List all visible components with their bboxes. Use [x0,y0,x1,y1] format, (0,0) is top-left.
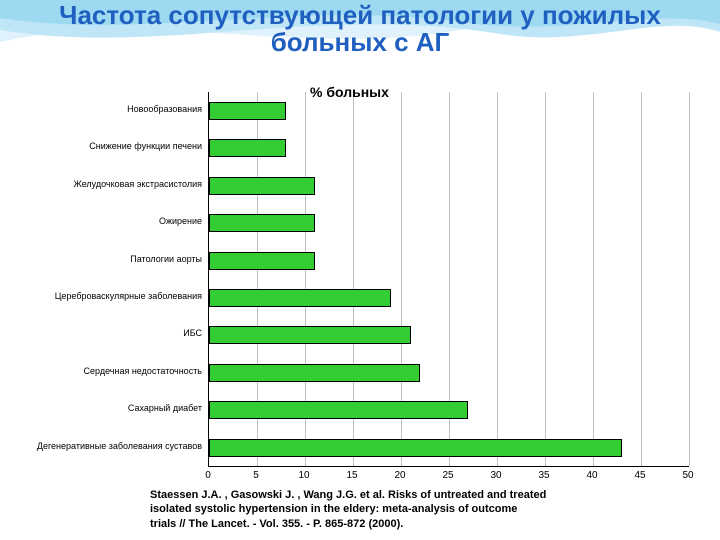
x-tick: 25 [442,470,453,481]
bar [209,177,315,195]
category-label: ИБС [2,329,202,339]
citation-line-3: trials // The Lancet. - Vol. 355. - P. 8… [150,518,403,530]
x-tick: 40 [586,470,597,481]
x-tick: 35 [538,470,549,481]
x-tick: 10 [298,470,309,481]
gridline [641,92,642,466]
category-label: Цереброваскулярные заболевания [2,292,202,302]
category-label: Дегенеративные заболевания суставов [2,442,202,452]
title-line1: Частота сопутствующей патологии у пожилы… [59,0,661,30]
category-label: Новообразования [2,105,202,115]
bar [209,439,622,457]
x-tick: 45 [634,470,645,481]
citation-line-2: isolated systolic hypertension in the el… [150,503,517,515]
x-tick: 15 [346,470,357,481]
category-label: Сердечная недостаточность [2,367,202,377]
gridline [497,92,498,466]
bar [209,102,286,120]
bar [209,326,411,344]
bar [209,252,315,270]
x-tick: 30 [490,470,501,481]
category-label: Желудочковая экстрасистолия [2,180,202,190]
comorbidity-bar-chart [208,92,689,467]
x-tick: 5 [253,470,259,481]
gridline [593,92,594,466]
category-label: Сахарный диабет [2,404,202,414]
category-label: Ожирение [2,217,202,227]
x-tick: 50 [682,470,693,481]
chart-subtitle: % больных [310,84,389,100]
citation-text: Staessen J.A. , Gasowski J. , Wang J.G. … [150,488,546,531]
citation-line-1: Staessen J.A. , Gasowski J. , Wang J.G. … [150,489,546,501]
gridline [689,92,690,466]
category-label: Патологии аорты [2,255,202,265]
x-tick: 20 [394,470,405,481]
bar [209,139,286,157]
x-tick: 0 [205,470,211,481]
bar [209,214,315,232]
page-title: Частота сопутствующей патологии у пожилы… [0,0,720,57]
bar [209,289,391,307]
category-label: Снижение функции печени [2,142,202,152]
bar [209,401,468,419]
gridline [545,92,546,466]
bar [209,364,420,382]
title-line2: больных с АГ [271,27,450,57]
